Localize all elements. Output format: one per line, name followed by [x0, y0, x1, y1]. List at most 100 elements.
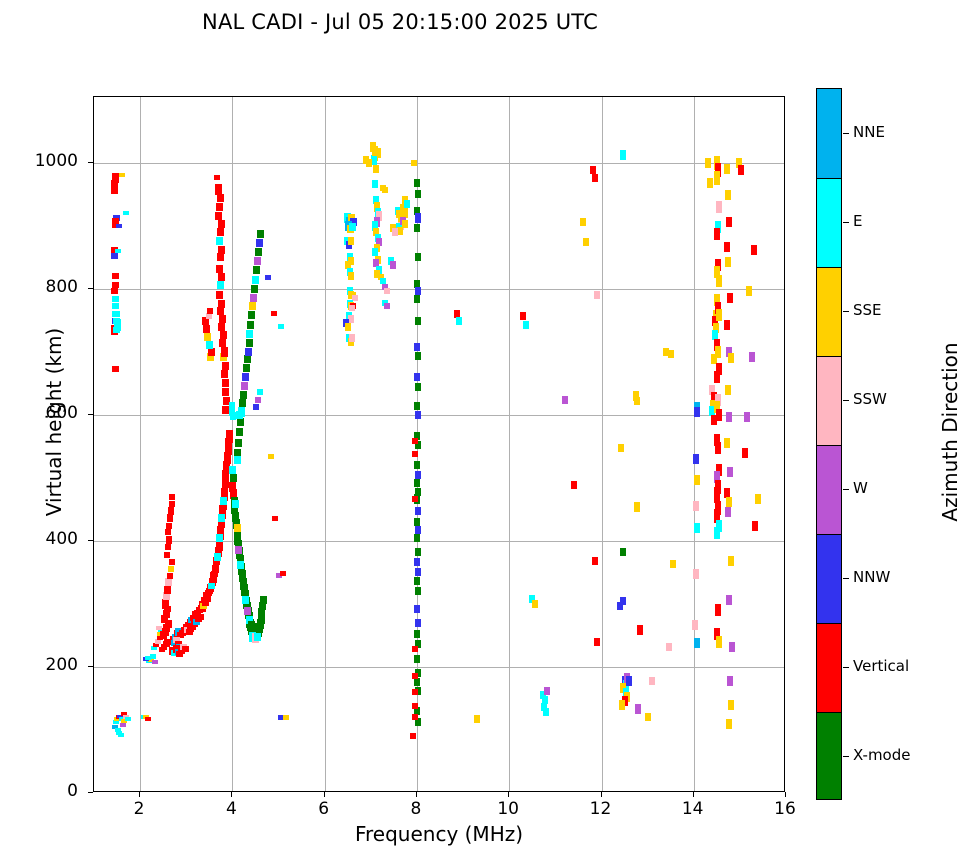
data-point	[111, 724, 118, 729]
y-axis-tick-label: 800	[45, 276, 78, 297]
data-point	[216, 227, 224, 236]
data-point	[397, 226, 404, 235]
data-point	[282, 714, 289, 720]
data-point	[229, 489, 237, 500]
data-point	[204, 332, 211, 341]
x-gridline	[509, 97, 511, 791]
data-point	[413, 478, 420, 487]
data-point	[522, 321, 529, 330]
data-point	[164, 638, 172, 645]
data-point	[714, 604, 721, 617]
data-point	[216, 193, 224, 202]
data-point	[381, 299, 388, 306]
data-point	[711, 414, 717, 425]
x-axis-tick-label: 12	[589, 799, 612, 819]
data-point	[144, 716, 151, 721]
data-point	[593, 637, 600, 646]
data-point	[245, 338, 253, 347]
data-point	[414, 410, 421, 419]
data-point	[413, 655, 420, 664]
colorbar-separator	[817, 711, 841, 713]
data-point	[203, 325, 211, 333]
data-point	[215, 547, 223, 558]
data-point	[347, 236, 354, 245]
x-axis-tick	[785, 792, 786, 797]
data-point	[372, 248, 379, 257]
colorbar-separator	[817, 533, 841, 535]
data-point	[413, 432, 420, 441]
data-point	[231, 511, 239, 522]
data-point	[374, 201, 381, 212]
colorbar-segment-vertical	[817, 623, 841, 713]
data-point	[633, 396, 640, 405]
data-point	[216, 307, 224, 316]
y-gridline	[94, 666, 784, 668]
colorbar-segment-w	[817, 445, 841, 535]
data-point	[626, 675, 633, 686]
data-point	[111, 249, 119, 259]
data-point	[665, 642, 672, 651]
data-point	[414, 351, 421, 360]
data-point	[727, 699, 734, 710]
data-point	[709, 406, 716, 416]
data-point	[154, 639, 161, 645]
data-point	[723, 163, 730, 174]
data-point	[725, 216, 732, 227]
data-point	[632, 390, 639, 401]
data-point	[712, 316, 718, 327]
data-point	[414, 213, 421, 223]
page-title: NAL CADI - Jul 05 20:15:00 2025 UTC	[202, 10, 598, 34]
data-point	[270, 311, 277, 317]
data-point	[216, 534, 224, 543]
data-point	[715, 363, 722, 376]
data-point	[372, 220, 379, 231]
data-point	[725, 595, 732, 606]
y-axis-tick	[88, 665, 93, 667]
data-point	[243, 355, 251, 364]
data-point	[162, 610, 170, 618]
data-point	[414, 287, 421, 296]
data-point	[166, 573, 173, 580]
x-axis-label: Frequency (MHz)	[354, 822, 524, 846]
y-gridline	[94, 288, 784, 290]
data-point	[115, 728, 121, 732]
data-point	[710, 399, 717, 410]
data-point	[206, 352, 214, 361]
data-point	[114, 324, 121, 331]
x-axis-tick-label: 16	[774, 799, 796, 819]
data-point	[246, 330, 254, 338]
data-point	[413, 178, 420, 187]
y-axis-tick-label: 600	[45, 402, 78, 423]
data-point	[744, 412, 751, 423]
data-point	[590, 166, 597, 175]
data-point	[228, 401, 235, 410]
data-point	[213, 175, 220, 181]
x-gridline	[232, 97, 234, 791]
data-point	[714, 441, 721, 454]
data-point	[200, 603, 208, 610]
data-point	[215, 543, 223, 552]
data-point	[112, 217, 120, 228]
data-point	[217, 220, 225, 229]
data-point	[221, 480, 229, 489]
data-point	[242, 364, 250, 373]
data-point	[217, 322, 225, 331]
data-point	[714, 220, 721, 233]
data-point	[715, 200, 722, 213]
data-point	[723, 487, 730, 498]
data-point	[202, 317, 210, 326]
data-point	[723, 437, 730, 448]
data-point	[693, 407, 700, 418]
data-point	[226, 429, 234, 438]
data-point	[529, 594, 536, 603]
data-point	[580, 217, 586, 226]
data-point	[414, 506, 421, 515]
data-point	[231, 500, 239, 509]
data-point	[219, 352, 227, 361]
data-point	[166, 514, 173, 523]
y-axis-tick	[88, 287, 93, 289]
data-point	[414, 618, 421, 627]
x-axis-tick-label: 14	[681, 799, 704, 819]
data-point	[401, 208, 408, 218]
data-point	[371, 146, 378, 157]
